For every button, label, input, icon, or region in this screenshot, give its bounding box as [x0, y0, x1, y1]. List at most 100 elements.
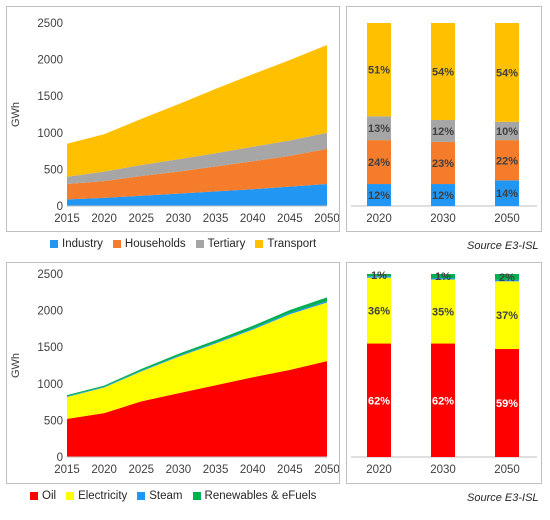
area-series-tertiary: [67, 132, 327, 184]
bar-data-label: 62%: [432, 395, 454, 407]
legend-swatch: [30, 492, 38, 500]
bar-segment-transport: [495, 23, 519, 122]
top-bar-chart: 12% 24% 13% 51% 2020 12% 23% 12% 54% 2030 14% 22% 10…: [351, 23, 537, 225]
x-tick-label: 2045: [277, 464, 303, 476]
bar-segment-industry: [495, 180, 519, 206]
area-series-transport: [67, 45, 327, 177]
bar-segment-transport: [431, 23, 455, 120]
y-tick-label: 2000: [37, 55, 63, 67]
area-series-industry: [67, 184, 327, 206]
bottom-bar-chart: 62% 36% 1% 2020 62% 35% 1% 2030 59% 37% 2% 2050: [351, 270, 537, 476]
bar-data-label: 1%: [371, 270, 387, 282]
bar-segment-steam: [495, 279, 519, 282]
legend-label: Tertiary: [207, 238, 246, 250]
legend-label: Households: [124, 238, 186, 250]
y-tick-label: 1500: [37, 91, 63, 103]
bar-data-label: 12%: [368, 190, 390, 202]
x-tick-label: 2045: [277, 213, 303, 225]
legend-swatch: [66, 492, 75, 500]
bar-segment-households: [367, 140, 391, 185]
bar-data-label: 22%: [496, 155, 518, 167]
legend-label: Electricity: [78, 490, 128, 502]
legend-swatch: [192, 492, 201, 500]
legend-item-tertiary: Tertiary: [195, 238, 246, 250]
top-area-chart-frame: 0 500 1000 1500 2000 2500 2015 2020 2025 2030 2035…: [6, 6, 340, 232]
bottom-area-chart: 0 500 1000 1500 2000 2500 2015 2020 2025 2030 2035…: [10, 269, 340, 476]
area-series-renewables-efuels: [67, 297, 327, 397]
bar-data-label: 54%: [496, 67, 518, 79]
y-tick-label: 1500: [37, 342, 63, 354]
legend-swatch: [112, 240, 121, 248]
y-axis-label: GWh: [10, 353, 22, 378]
legend-label: Oil: [42, 490, 57, 502]
legend-item-oil: Oil: [30, 490, 56, 502]
legend-label: Transport: [267, 238, 317, 250]
bar-data-label: 1%: [435, 271, 451, 283]
legend-item-renewables: Renewables & eFuels: [192, 490, 317, 502]
bar-segment-households: [431, 141, 455, 185]
bar-segment-electricity: [431, 279, 455, 344]
bottom-legend: Oil Electricity Steam Renewables & eFuel…: [30, 490, 316, 502]
bar-data-label: 62%: [368, 395, 390, 407]
y-tick-label: 500: [44, 415, 63, 427]
bar-data-label: 12%: [432, 190, 454, 202]
bottom-bar-chart-frame: 62% 36% 1% 2020 62% 35% 1% 2030 59% 37% 2% 2050: [346, 262, 542, 484]
legend-label: Renewables & eFuels: [204, 490, 317, 502]
legend-swatch: [195, 240, 204, 248]
x-tick-label: 2050: [494, 464, 520, 476]
bar-segment-industry: [367, 184, 391, 206]
source-note: Source E3-ISL: [467, 240, 539, 252]
y-tick-label: 0: [57, 201, 63, 213]
bar-segment-renewables-efuels: [495, 274, 519, 280]
x-tick-label: 2050: [314, 213, 339, 225]
top-legend: Industry Households Tertiary Transport: [50, 238, 316, 250]
legend-item-transport: Transport: [255, 238, 316, 250]
bar-data-label: 10%: [496, 126, 518, 138]
bar-segment-steam: [367, 276, 391, 278]
legend-swatch: [137, 492, 146, 500]
bar-segment-oil: [367, 343, 391, 457]
area-series-oil: [67, 361, 327, 457]
y-tick-label: 1000: [37, 128, 63, 140]
x-tick-label: 2030: [166, 464, 192, 476]
bar-segment-oil: [431, 343, 455, 457]
x-tick-label: 2035: [203, 213, 229, 225]
bar-segment-tertiary: [495, 121, 519, 141]
bar-segment-oil: [495, 349, 519, 457]
y-tick-label: 2000: [37, 306, 63, 318]
legend-label: Industry: [62, 238, 103, 250]
top-bar-chart-frame: 12% 24% 13% 51% 2020 12% 23% 12% 54% 2030 14% 22% 10…: [346, 6, 542, 232]
bar-segment-electricity: [495, 281, 519, 350]
bar-data-label: 37%: [496, 310, 518, 322]
bar-segment-renewables-efuels: [367, 274, 391, 277]
legend-label: Steam: [149, 490, 183, 502]
area-series-households: [67, 148, 327, 200]
x-tick-label: 2020: [91, 464, 117, 476]
bar-data-label: 54%: [432, 66, 454, 78]
bar-data-label: 12%: [432, 126, 454, 138]
y-tick-label: 2500: [37, 269, 63, 281]
x-tick-label: 2025: [128, 464, 154, 476]
bar-segment-households: [495, 140, 519, 181]
bar-data-label: 23%: [432, 158, 454, 170]
x-tick-label: 2020: [366, 464, 392, 476]
bar-data-label: 24%: [368, 157, 390, 169]
x-tick-label: 2015: [54, 213, 80, 225]
area-series-electricity: [67, 302, 327, 419]
bar-segment-industry: [431, 184, 455, 206]
x-tick-label: 2030: [430, 213, 456, 225]
bar-segment-tertiary: [431, 119, 455, 142]
legend-item-steam: Steam: [137, 490, 183, 502]
bottom-area-chart-frame: 0 500 1000 1500 2000 2500 2015 2020 2025 2030 2035…: [6, 262, 340, 484]
x-tick-label: 2015: [54, 464, 80, 476]
x-tick-label: 2020: [366, 213, 392, 225]
bar-segment-electricity: [367, 277, 391, 344]
y-axis-label: GWh: [10, 102, 22, 127]
bar-segment-transport: [367, 23, 391, 117]
x-tick-label: 2020: [91, 213, 117, 225]
source-note: Source E3-ISL: [467, 492, 539, 504]
bar-data-label: 35%: [432, 307, 454, 319]
bar-data-label: 2%: [499, 272, 515, 284]
x-tick-label: 2050: [494, 213, 520, 225]
